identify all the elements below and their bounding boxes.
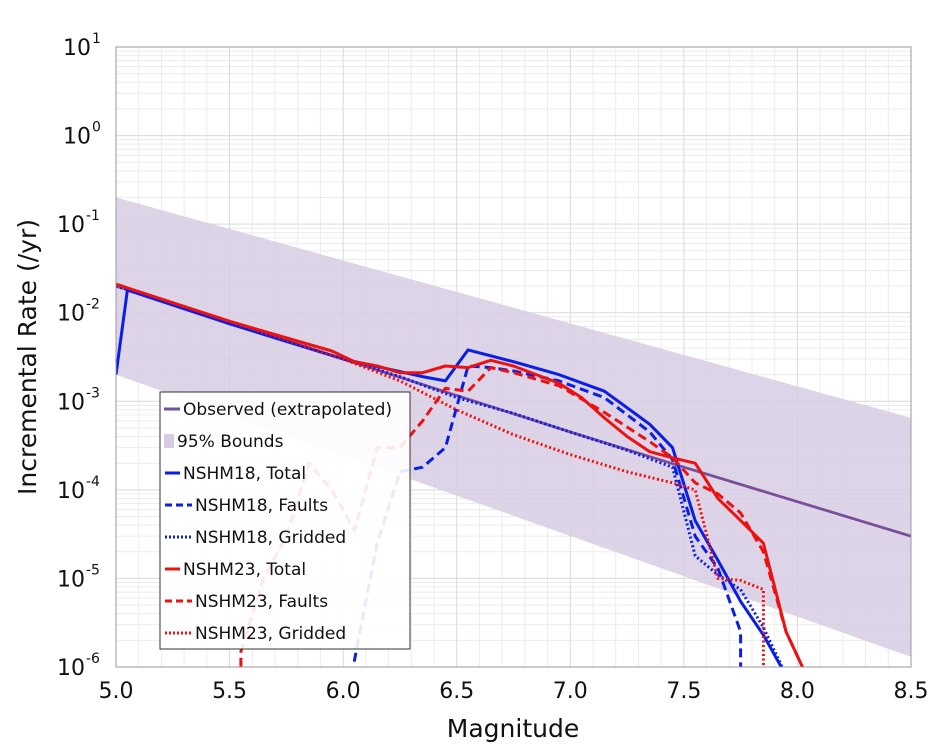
x-tick-label: 6.0 <box>326 679 361 704</box>
series-line-nshm18-total <box>116 288 784 667</box>
legend-item: NSHM23, Total <box>165 560 306 580</box>
y-tick-exponent: -3 <box>86 385 100 401</box>
y-axis-title: Incremental Rate (/yr) <box>13 219 42 495</box>
legend: Observed (extrapolated) 95% Bounds NSHM18,… <box>159 391 411 650</box>
y-tick-exponent: 0 <box>92 120 101 136</box>
legend-label: NSHM23, Gridded <box>195 624 346 644</box>
legend-swatch <box>164 434 174 448</box>
legend-label: NSHM18, Total <box>183 464 306 484</box>
series-line-nshm23-total <box>116 282 805 667</box>
y-tick-label: 10 -6 <box>57 651 100 681</box>
legend-item: NSHM23, Faults <box>165 592 328 612</box>
x-tick-label: 7.5 <box>666 679 701 704</box>
legend-label: 95% Bounds <box>177 432 284 452</box>
legend-item: NSHM18, Total <box>165 464 306 484</box>
y-tick-base: 10 <box>63 36 91 61</box>
bounds-layer <box>116 197 911 657</box>
y-tick-base: 10 <box>57 567 85 592</box>
x-tick-label: 8.5 <box>894 679 929 704</box>
x-tick-label: 5.5 <box>212 679 247 704</box>
y-tick-exponent: -1 <box>86 208 100 224</box>
y-tick-exponent: -4 <box>86 474 100 490</box>
y-tick-label: 10 0 <box>63 120 101 150</box>
x-tick-label: 6.5 <box>439 679 474 704</box>
x-tick-label: 8.0 <box>780 679 815 704</box>
y-tick-label: 10 1 <box>63 31 101 61</box>
legend-item: Observed (extrapolated) <box>164 400 392 420</box>
y-tick-base: 10 <box>57 656 85 681</box>
y-tick-base: 10 <box>57 302 85 327</box>
x-axis-title: Magnitude <box>447 714 579 743</box>
y-tick-exponent: -6 <box>86 651 100 667</box>
legend-box <box>159 391 411 650</box>
y-tick-label: 10 -1 <box>57 208 100 238</box>
y-tick-exponent: -5 <box>86 562 100 578</box>
legend-item: NSHM18, Faults <box>165 496 328 516</box>
y-tick-base: 10 <box>57 479 85 504</box>
legend-item: NSHM18, Gridded <box>165 528 346 548</box>
legend-item: NSHM23, Gridded <box>165 624 346 644</box>
plot-frame <box>115 46 912 668</box>
y-tick-label: 10 -3 <box>57 385 100 415</box>
y-tick-exponent: 1 <box>92 31 101 47</box>
x-ticks: 5.0 5.5 6.0 6.5 7.0 7.5 8.0 8.5 <box>99 679 929 704</box>
legend-label: Observed (extrapolated) <box>183 400 392 420</box>
y-tick-label: 10 -4 <box>57 474 100 504</box>
legend-label: NSHM18, Gridded <box>195 528 346 548</box>
legend-label: NSHM23, Total <box>183 560 306 580</box>
legend-label: NSHM18, Faults <box>195 496 328 516</box>
y-tick-base: 10 <box>63 125 91 150</box>
y-tick-base: 10 <box>57 213 85 238</box>
y-tick-label: 10 -5 <box>57 562 100 592</box>
legend-item: 95% Bounds <box>164 432 284 452</box>
x-tick-label: 5.0 <box>99 679 134 704</box>
y-tick-exponent: -2 <box>86 297 100 313</box>
bounds-band <box>116 197 911 657</box>
series-line-nshm23-gridded <box>116 282 765 667</box>
y-tick-base: 10 <box>57 390 85 415</box>
legend-items: Observed (extrapolated) 95% Bounds NSHM18,… <box>164 400 392 644</box>
y-tick-label: 10 -2 <box>57 297 100 327</box>
legend-label: NSHM23, Faults <box>195 592 328 612</box>
x-tick-label: 7.0 <box>553 679 588 704</box>
